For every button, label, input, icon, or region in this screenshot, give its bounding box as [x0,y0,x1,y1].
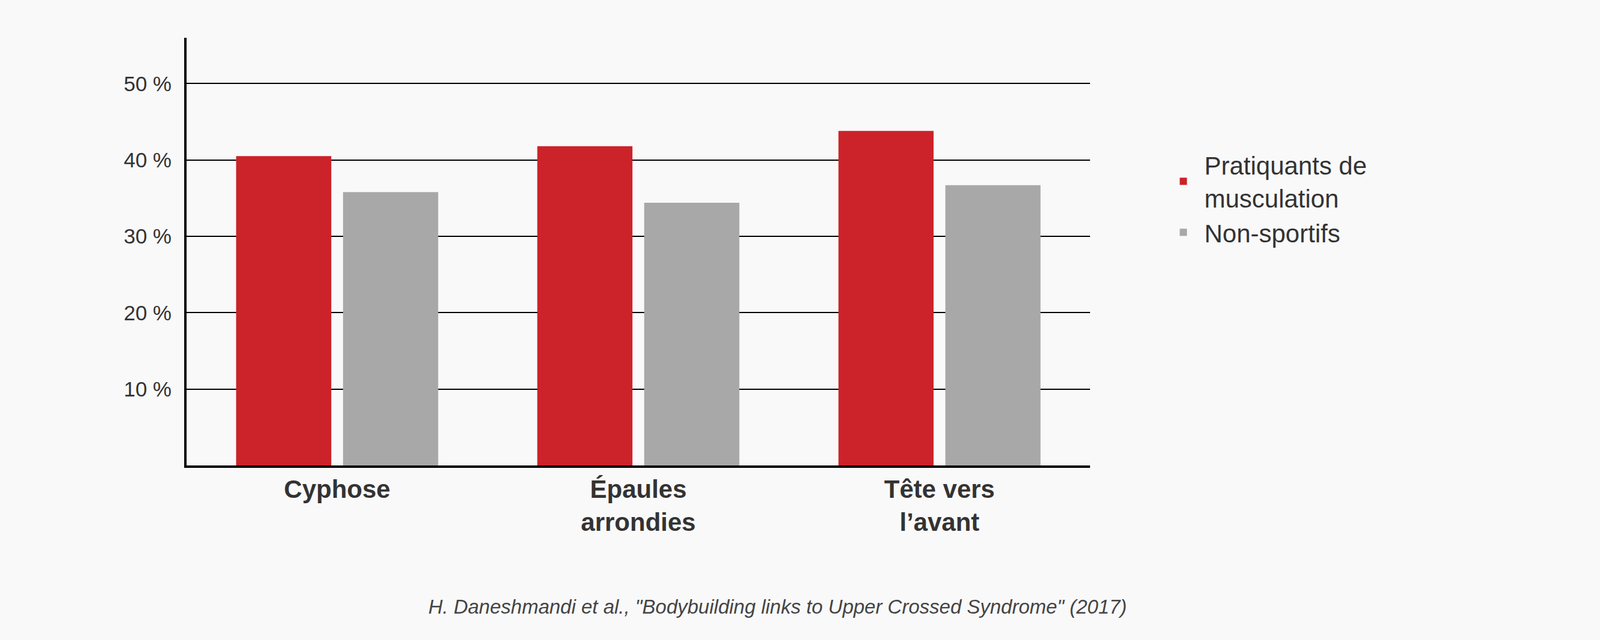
svg-text:50 %: 50 % [123,71,172,96]
svg-text:20 %: 20 % [123,301,172,325]
svg-text:Épaulesarrondies: Épaulesarrondies [580,475,696,537]
svg-text:Cyphose: Cyphose [283,475,390,504]
svg-text:10 %: 10 % [123,377,172,401]
svg-text:40 %: 40 % [123,148,172,172]
svg-text:Non-sportifs: Non-sportifs [1204,219,1340,248]
svg-text:Pratiquants demusculation: Pratiquants demusculation [1204,151,1367,213]
svg-text:30 %: 30 % [123,224,172,248]
svg-text:Tête versl’avant: Tête versl’avant [884,475,995,537]
svg-text:H. Daneshmandi et al., "Bodybu: H. Daneshmandi et al., "Bodybuilding lin… [428,595,1127,618]
